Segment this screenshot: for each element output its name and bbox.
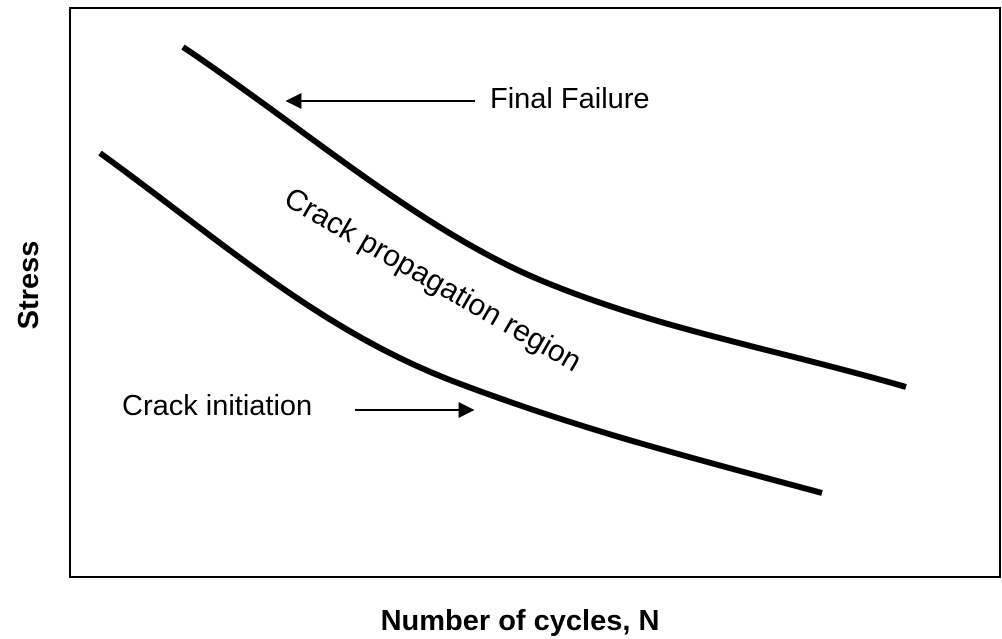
crack-initiation-curve xyxy=(98,150,823,496)
plot-frame xyxy=(69,7,1001,578)
final-failure-label: Final Failure xyxy=(490,83,650,115)
x-axis-label: Number of cycles, N xyxy=(381,605,660,637)
final-failure-curve xyxy=(181,44,907,390)
y-axis-label: Stress xyxy=(13,241,45,330)
crack-initiation-label: Crack initiation xyxy=(122,390,312,422)
